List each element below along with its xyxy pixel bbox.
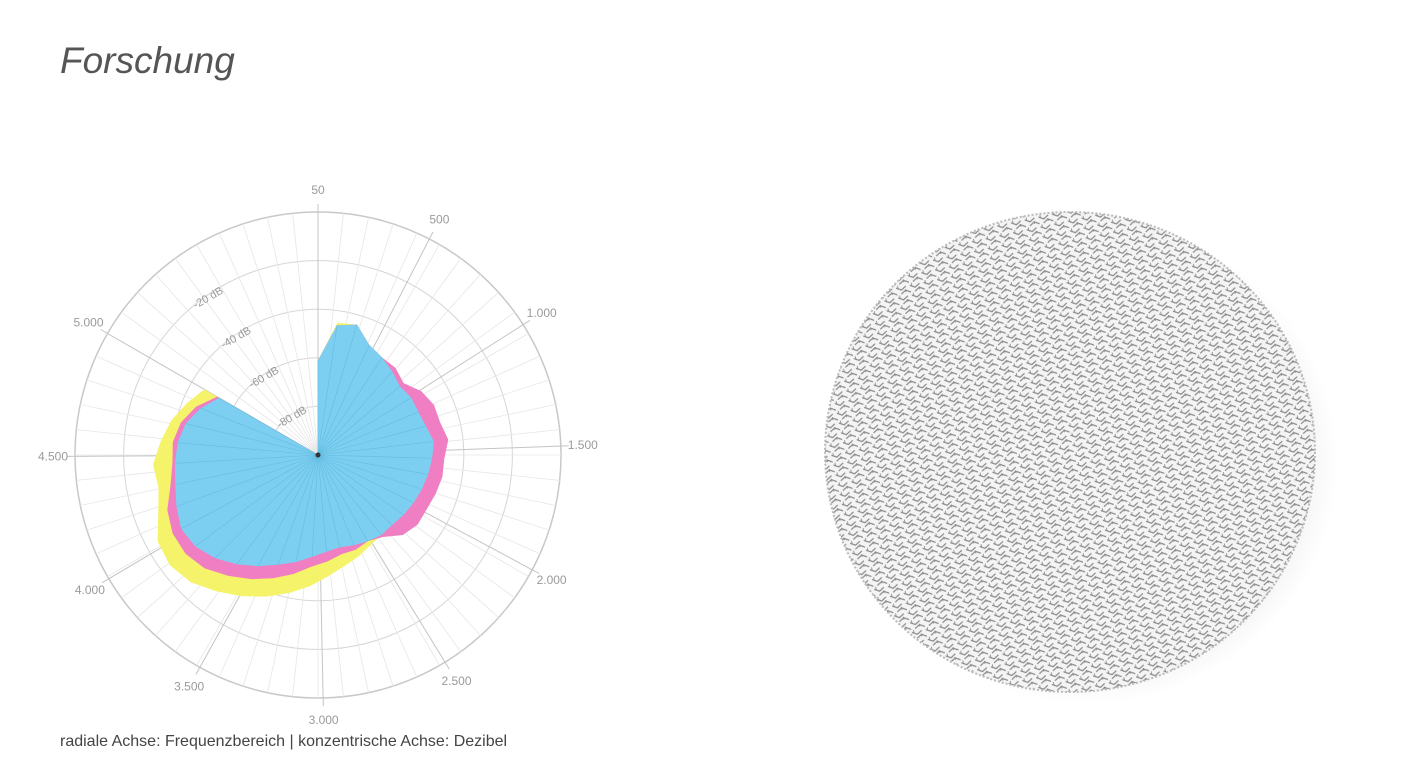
series-bin-line (174, 454, 319, 464)
series-bin-line (295, 454, 319, 563)
polar-chart-svg: 50 500 1.000 1.500 2.000 2.500 3.000 3.500 4.000… (38, 183, 598, 727)
series-bin-line (214, 454, 319, 559)
series-bin-line (317, 324, 358, 456)
page-title: Forschung (60, 40, 235, 81)
radial-tick-label: 2.500 (441, 674, 471, 688)
series-bin-line (317, 454, 429, 475)
radial-tick-label: 1.500 (568, 438, 598, 452)
series-bin-line (195, 454, 319, 547)
series-bin-line (317, 357, 383, 456)
series-bin-line (317, 454, 341, 548)
series-bin-line (317, 454, 369, 542)
chart-caption: radiale Achse: Frequenzbereich | konzent… (60, 733, 508, 750)
db-tick-label: -40 dB (219, 325, 253, 352)
radial-tick-label: 5.000 (73, 316, 103, 330)
series-bin-line (236, 454, 319, 565)
series-bin-line (317, 325, 338, 456)
series-bin-line (317, 371, 393, 456)
grid-spoke (218, 232, 319, 456)
series-bin-line (175, 454, 319, 485)
series-bin-line (257, 454, 319, 567)
series-bin-line (317, 454, 422, 490)
mesh-fabric-image (820, 200, 1340, 710)
series-bin-line (317, 454, 327, 552)
series-bin-line (218, 397, 319, 456)
series-bin-line (185, 423, 319, 456)
series-bin-line (317, 454, 355, 546)
series-bin-line (317, 411, 419, 456)
series-bin-line (277, 454, 319, 565)
chart-center-point (315, 452, 321, 458)
grid-spoke (174, 258, 319, 456)
series-area-3 (174, 324, 434, 567)
radial-tick-label: 2.000 (537, 573, 567, 587)
radial-tick-label: 50 (311, 183, 325, 197)
radial-tick-label: 4.000 (75, 583, 105, 597)
grid-spoke (292, 213, 319, 456)
grid-spoke (137, 292, 319, 456)
radial-tick-label: 500 (429, 213, 449, 227)
series-bin-line (311, 454, 319, 557)
series-bin-line (317, 344, 370, 456)
radial-tick-label: 1.000 (527, 306, 557, 320)
grid-spoke (267, 217, 319, 456)
series-bin-line (317, 425, 427, 456)
grid-spoke (196, 244, 319, 456)
series-bin-line (317, 454, 433, 459)
db-tick-label: -20 dB (191, 285, 225, 312)
radial-tick-label: 3.000 (309, 713, 339, 727)
mesh-edge (824, 211, 1316, 693)
grid-spoke (242, 223, 319, 456)
radial-tick-label: 4.500 (38, 449, 68, 463)
chart-series (153, 322, 449, 597)
series-bin-line (200, 408, 319, 456)
grid-spoke (121, 311, 319, 456)
series-bin-line (317, 454, 393, 526)
mesh-weave (825, 212, 1315, 692)
series-bin-line (180, 454, 319, 530)
polar-chart: 50 500 1.000 1.500 2.000 2.500 3.000 3.500 4.000… (0, 0, 700, 730)
series-bin-line (317, 454, 404, 516)
series-bin-line (317, 454, 414, 504)
series-bin-line (176, 454, 319, 507)
series-bin-line (317, 397, 412, 456)
grid-spoke (155, 274, 319, 456)
db-tick-label: -60 dB (247, 364, 281, 391)
series-bin-line (317, 454, 382, 536)
series-bin-line (317, 386, 401, 456)
series-bin-line (317, 441, 434, 456)
series-bin-line (177, 442, 319, 456)
mesh-fabric-svg (824, 211, 1338, 704)
radial-tick-label: 3.500 (174, 680, 204, 694)
